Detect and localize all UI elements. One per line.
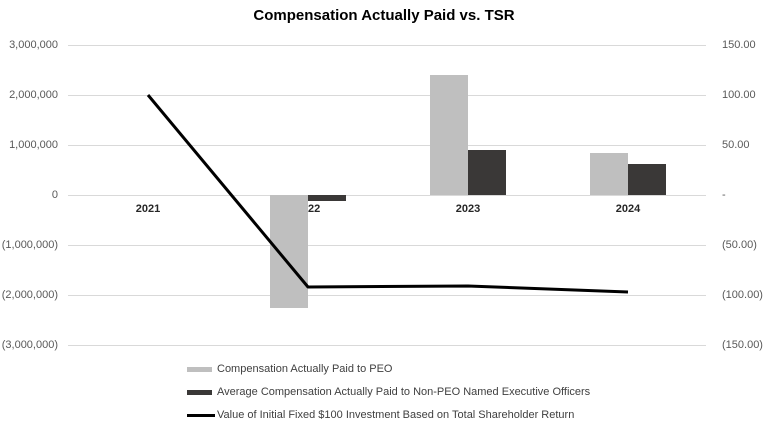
chart-title: Compensation Actually Paid vs. TSR [253,7,515,24]
right-axis-tick-label: (150.00) [722,339,763,351]
legend-item-label: Compensation Actually Paid to PEO [217,363,393,375]
legend-item-label: Average Compensation Actually Paid to No… [217,386,591,398]
left-axis-tick-label: (3,000,000) [1,339,58,351]
left-axis-tick-label: 1,000,000 [9,139,58,151]
left-axis-tick-label: 3,000,000 [9,39,58,51]
gridline [68,344,706,346]
bar-non-peo [468,149,506,195]
bar-non-peo [308,195,346,201]
gridline [68,244,706,246]
gridline [68,294,706,296]
left-axis-tick-label: 0 [51,189,58,201]
legend-item: Compensation Actually Paid to PEO [187,362,590,376]
right-axis-tick-label: 150.00 [722,39,756,51]
category-label: 2023 [455,203,481,215]
legend-bar-swatch [187,389,212,395]
left-axis-tick-label: 2,000,000 [9,89,58,101]
bar-peo [430,75,468,195]
category-label: 2021 [135,203,161,215]
legend-item-label: Value of Initial Fixed $100 Investment B… [217,409,575,421]
right-axis-tick-label: 50.00 [722,139,750,151]
gridline [68,144,706,146]
legend-item: Average Compensation Actually Paid to No… [187,385,590,399]
bar-non-peo [628,163,666,195]
right-axis-tick-label: - [722,189,726,201]
category-label: 2024 [615,203,641,215]
right-axis-tick-label: (100.00) [722,289,763,301]
legend: Compensation Actually Paid to PEO Average… [187,362,590,422]
right-axis-tick-label: (50.00) [722,239,757,251]
left-axis-tick-label: (2,000,000) [1,289,58,301]
bar-peo [590,152,628,195]
gridline [68,94,706,96]
left-axis-tick-label: (1,000,000) [1,239,58,251]
tsr-line [146,94,629,294]
gridline [68,194,706,196]
legend-line-swatch [187,413,215,417]
legend-bar-swatch [187,366,212,372]
gridline [68,44,706,46]
legend-item: Value of Initial Fixed $100 Investment B… [187,408,590,422]
right-axis-tick-label: 100.00 [722,89,756,101]
